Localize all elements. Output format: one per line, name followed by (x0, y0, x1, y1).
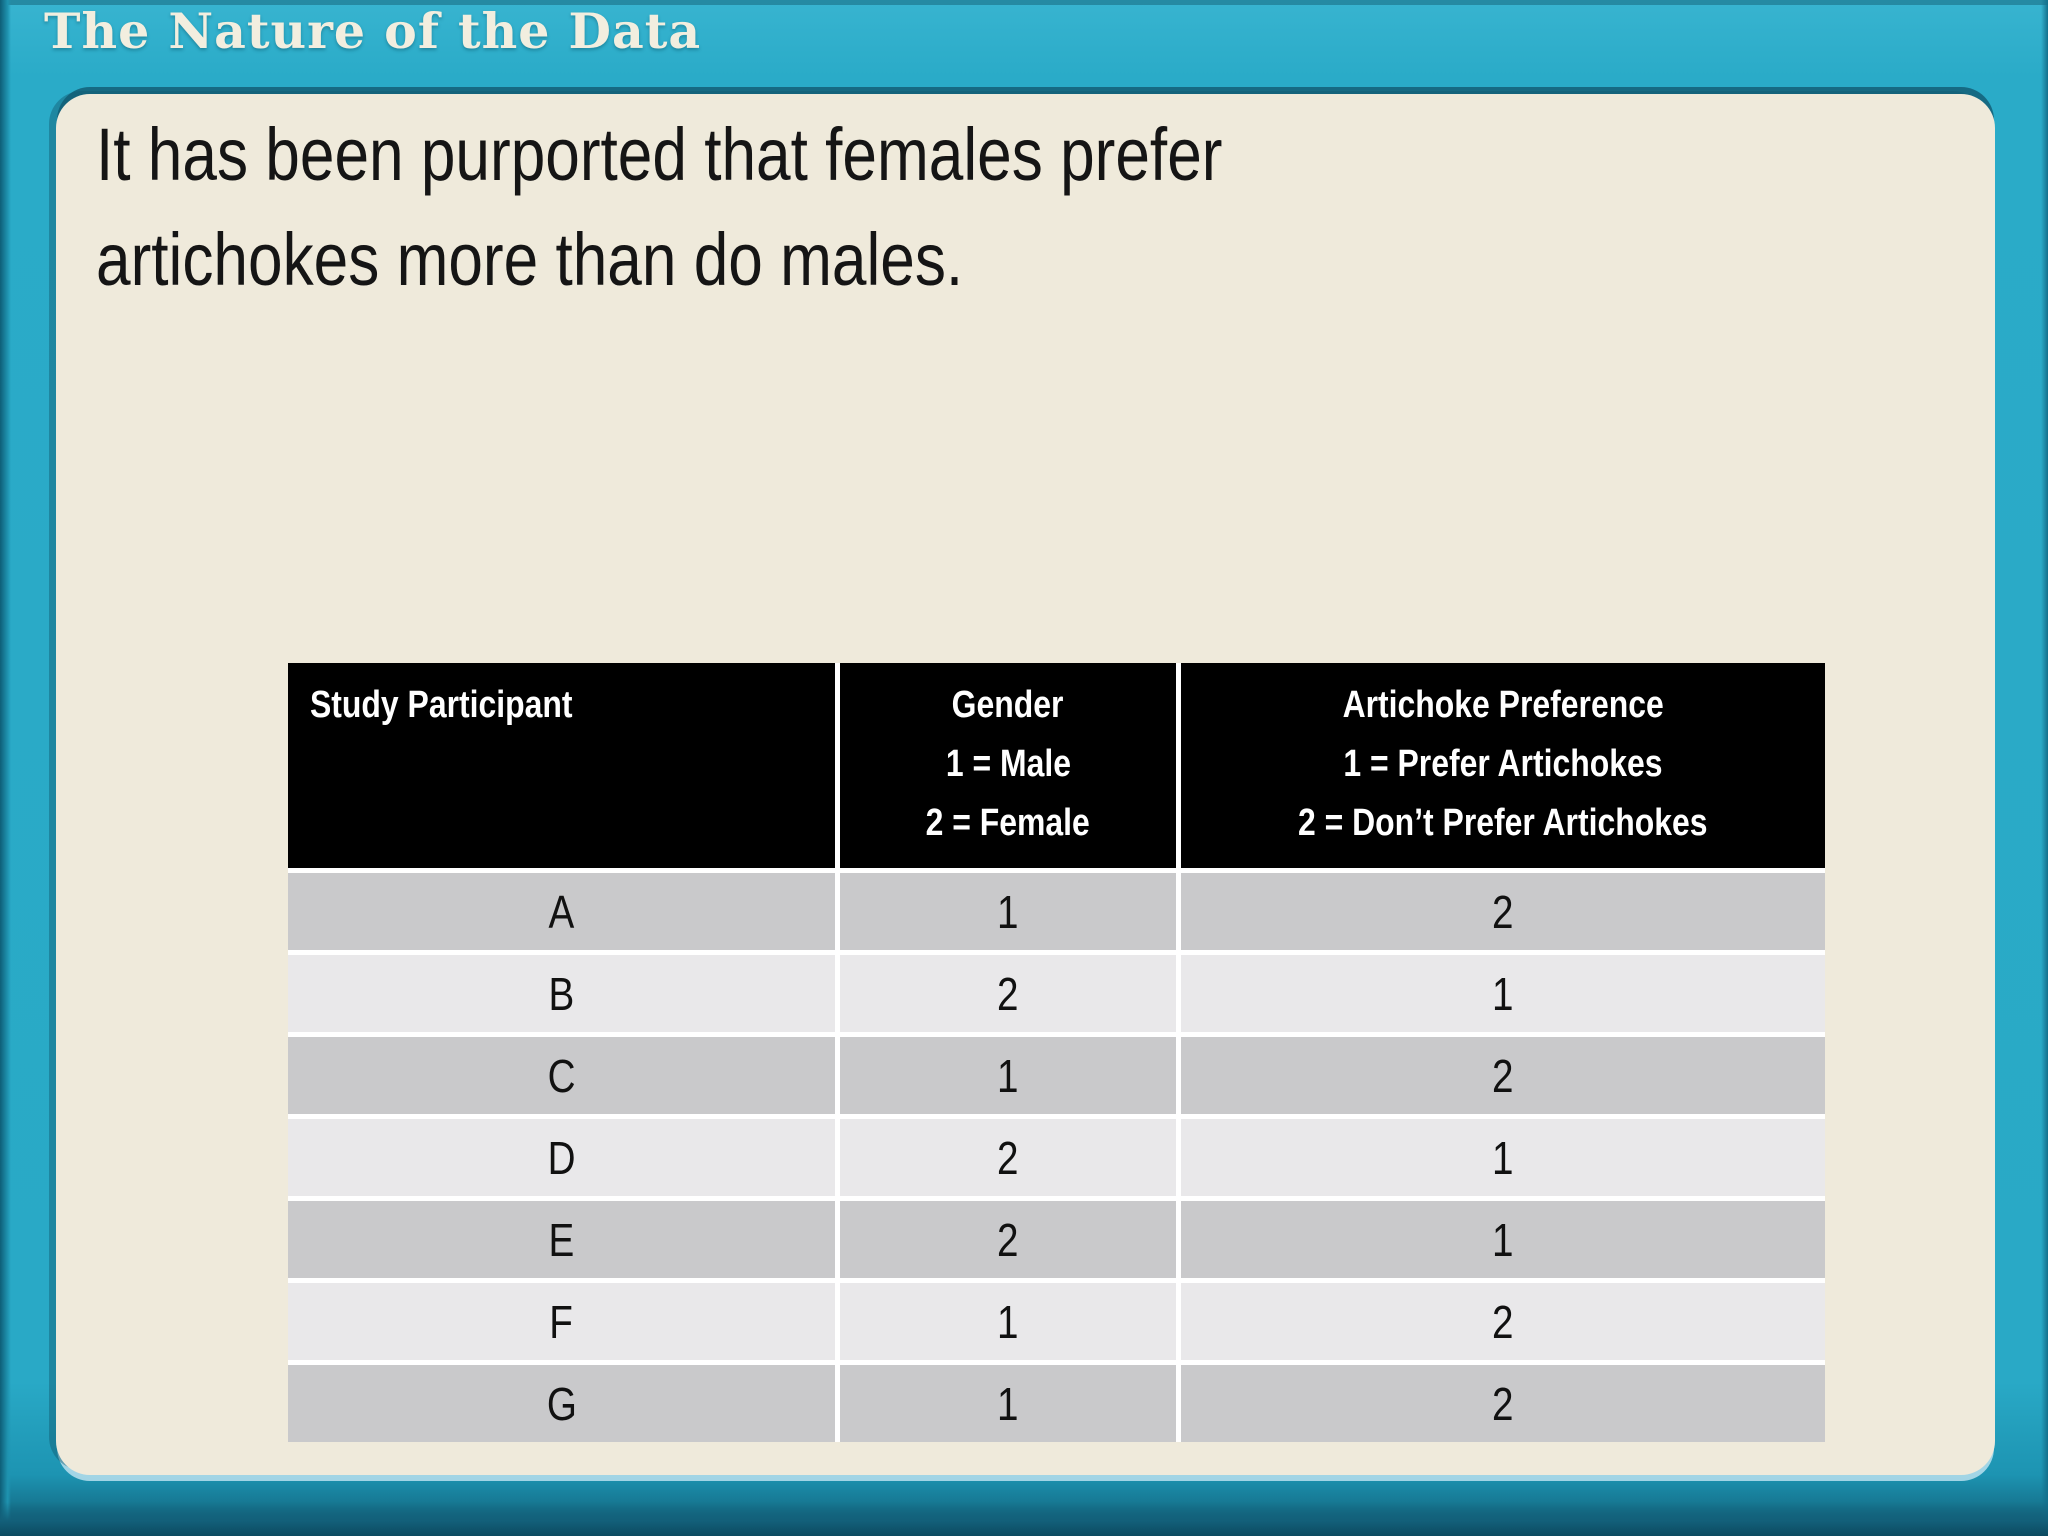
cell-gender: 1 (840, 873, 1176, 950)
cell-participant: F (288, 1283, 835, 1360)
cell-gender: 1 (840, 1283, 1176, 1360)
content-panel: It has been purported that females prefe… (56, 94, 1995, 1475)
cell-gender: 1 (840, 1365, 1176, 1442)
frame-left-edge (0, 0, 11, 1536)
cell-gender: 2 (840, 955, 1176, 1032)
slide-title: The Nature of the Data (44, 2, 702, 60)
column-header-participant: Study Participant (288, 663, 835, 868)
cell-participant: E (288, 1201, 835, 1278)
body-text-line2: artichokes more than do males. (96, 218, 964, 302)
data-table: Study Participant Gender 1 = Male 2 = Fe… (288, 663, 1825, 1442)
cell-participant: A (288, 873, 835, 950)
cell-preference: 2 (1181, 1365, 1825, 1442)
frame-top-edge (0, 0, 2048, 5)
body-text-line1: It has been purported that females prefe… (96, 113, 1223, 196)
frame-bottom-edge (0, 1502, 2048, 1536)
cell-gender: 1 (840, 1037, 1176, 1114)
body-text: It has been purported that females prefe… (96, 102, 1437, 312)
cell-preference: 1 (1181, 1201, 1825, 1278)
cell-gender: 2 (840, 1201, 1176, 1278)
cell-preference: 2 (1181, 1283, 1825, 1360)
column-header-gender: Gender 1 = Male 2 = Female (840, 663, 1176, 868)
cell-participant: B (288, 955, 835, 1032)
cell-participant: G (288, 1365, 835, 1442)
cell-preference: 2 (1181, 873, 1825, 950)
cell-preference: 1 (1181, 1119, 1825, 1196)
column-header-preference: Artichoke Preference 1 = Prefer Artichok… (1181, 663, 1825, 868)
cell-participant: C (288, 1037, 835, 1114)
frame-right-edge (2041, 0, 2048, 1536)
cell-preference: 1 (1181, 955, 1825, 1032)
cell-participant: D (288, 1119, 835, 1196)
cell-preference: 2 (1181, 1037, 1825, 1114)
cell-gender: 2 (840, 1119, 1176, 1196)
